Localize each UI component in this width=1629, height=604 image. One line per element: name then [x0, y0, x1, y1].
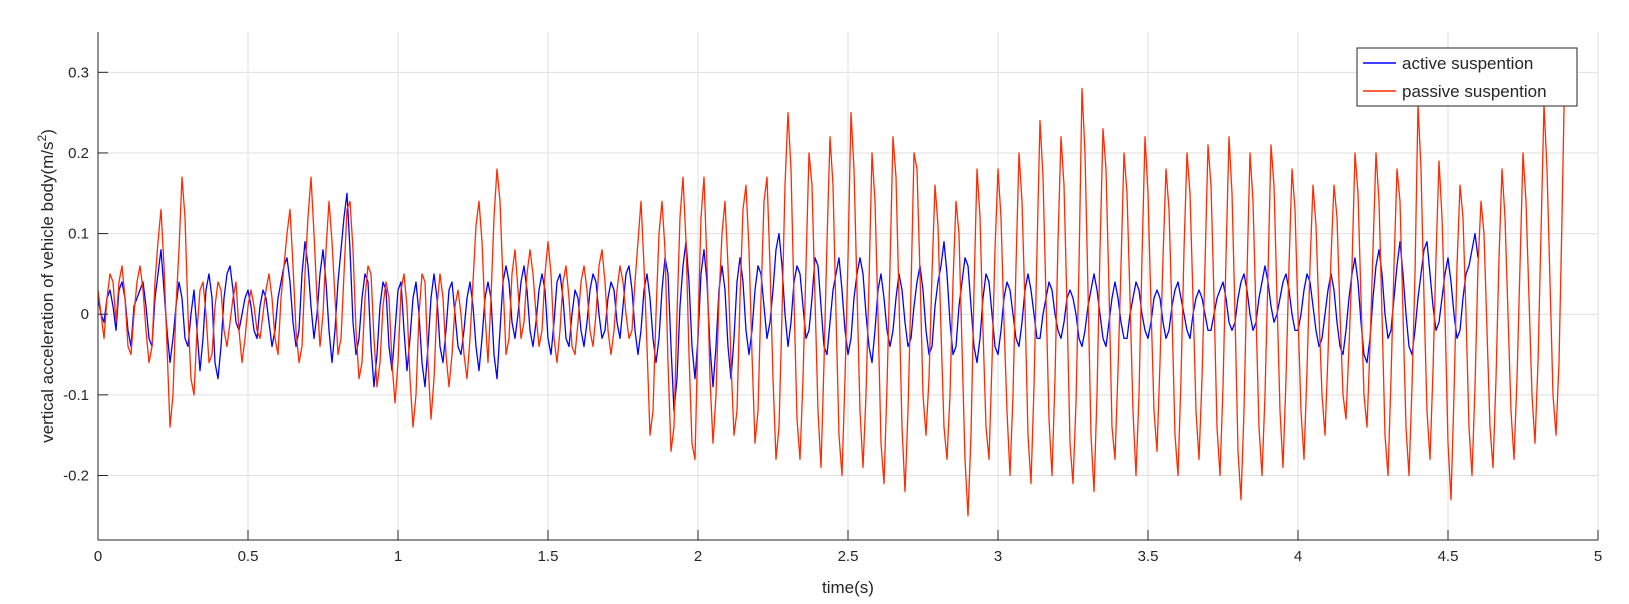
axes: [97, 32, 1599, 541]
series-line-passive: [97, 56, 1566, 517]
legend: active suspention passive suspention: [1356, 47, 1578, 107]
y-tick-label: 0.2: [68, 145, 89, 162]
legend-box: [1356, 47, 1578, 107]
x-tick-label: 1: [394, 548, 402, 565]
x-tick-label: 3: [994, 548, 1002, 565]
tick-labels: 0 0.5 1 1.5 2 2.5 3 3.5 4 4.5 5 -0.2 -0.1 0 0.1 0.2 0.3: [63, 64, 1602, 565]
x-tick-label: 5: [1594, 548, 1602, 565]
y-axis-label-close: ): [38, 129, 57, 135]
y-tick-label: 0.3: [68, 64, 89, 81]
x-tick-label: 2.5: [838, 548, 859, 565]
x-tick-label: 0: [94, 548, 102, 565]
x-tick-label: 4: [1294, 548, 1302, 565]
series-line-active: [97, 192, 1479, 412]
y-tick-label: -0.2: [63, 467, 89, 484]
x-tick-label: 0.5: [238, 548, 259, 565]
y-tick-label: -0.1: [63, 387, 89, 404]
x-tick-label: 1.5: [538, 548, 559, 565]
x-tick-label: 3.5: [1138, 548, 1159, 565]
y-axis-label-main: vertical acceleration of vehicle body(m/…: [38, 141, 57, 442]
x-axis-label: time(s): [822, 578, 874, 597]
x-tick-label: 4.5: [1438, 548, 1459, 565]
y-tick-label: 0: [81, 306, 89, 323]
legend-label-passive: passive suspention: [1402, 82, 1547, 101]
y-axis-label: vertical acceleration of vehicle body(m/…: [35, 129, 57, 443]
y-tick-label: 0.1: [68, 226, 89, 243]
x-tick-label: 2: [694, 548, 702, 565]
series-lines: [97, 56, 1566, 517]
legend-label-active: active suspention: [1402, 54, 1533, 73]
y-axis-label-sup: 2: [35, 134, 49, 141]
